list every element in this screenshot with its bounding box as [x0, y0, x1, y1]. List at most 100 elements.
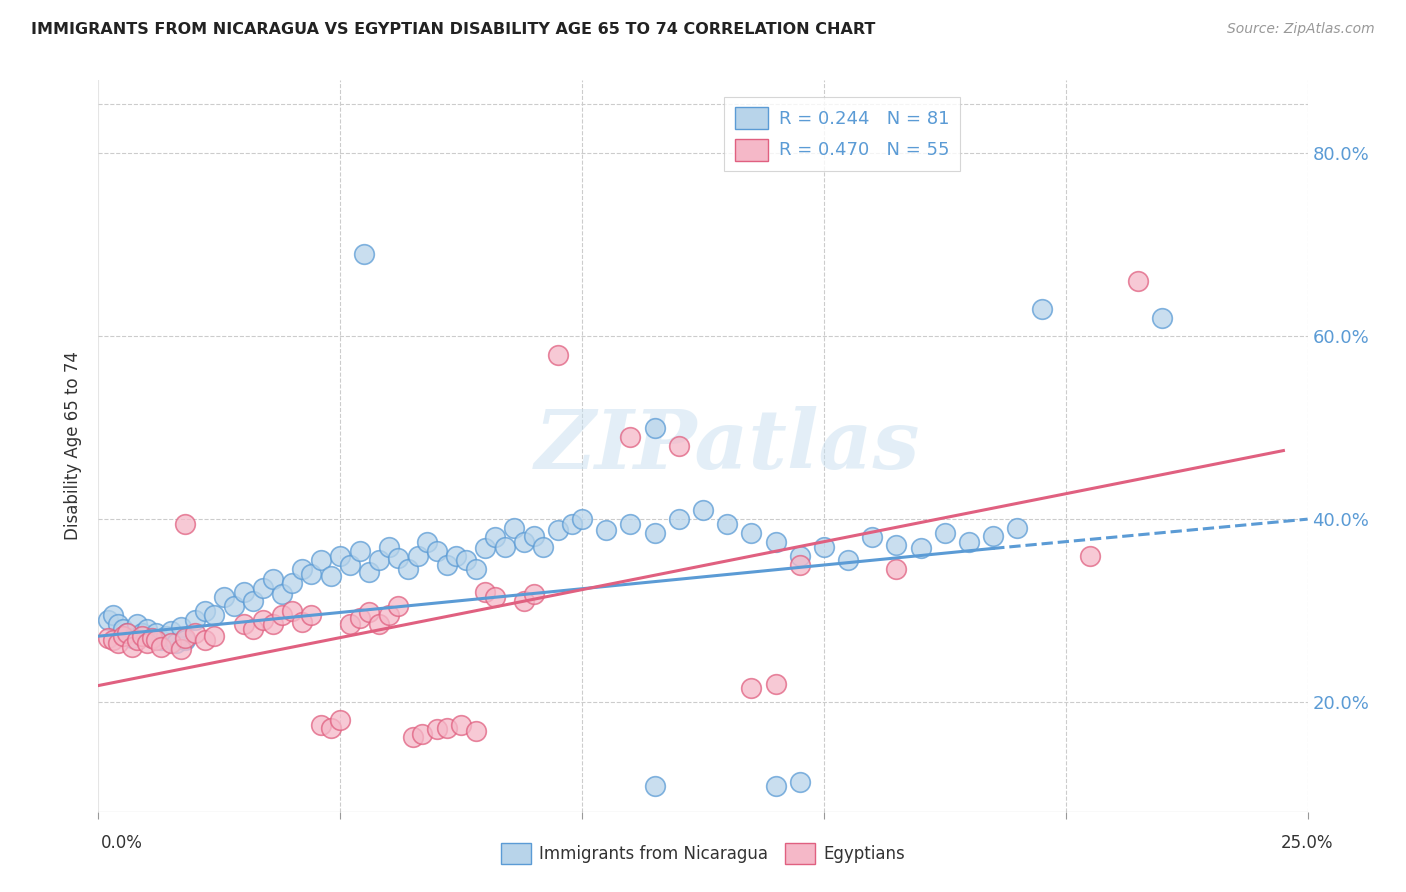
- Point: [416, 535, 439, 549]
- Point: [368, 553, 391, 567]
- Point: [474, 541, 496, 556]
- Point: [290, 615, 312, 629]
- Point: [101, 608, 124, 623]
- Point: [957, 535, 980, 549]
- Point: [184, 626, 207, 640]
- Point: [436, 721, 458, 735]
- Point: [1078, 549, 1101, 563]
- Point: [271, 587, 294, 601]
- Point: [789, 558, 811, 572]
- Point: [692, 503, 714, 517]
- Point: [141, 631, 163, 645]
- Point: [111, 622, 134, 636]
- Point: [561, 516, 583, 531]
- Point: [484, 530, 506, 544]
- Point: [716, 516, 738, 531]
- Point: [97, 631, 120, 645]
- Point: [531, 540, 554, 554]
- Point: [204, 629, 226, 643]
- Point: [111, 629, 134, 643]
- Point: [107, 617, 129, 632]
- Point: [484, 590, 506, 604]
- Point: [135, 622, 157, 636]
- Point: [299, 608, 322, 623]
- Point: [411, 727, 433, 741]
- Point: [131, 629, 153, 643]
- Point: [740, 525, 762, 540]
- Point: [1007, 521, 1029, 535]
- Point: [474, 585, 496, 599]
- Point: [513, 594, 536, 608]
- Point: [281, 576, 304, 591]
- Point: [169, 620, 191, 634]
- Point: [117, 626, 139, 640]
- Text: 0.0%: 0.0%: [101, 834, 143, 852]
- Point: [242, 622, 264, 636]
- Point: [765, 676, 787, 690]
- Point: [299, 567, 322, 582]
- Point: [547, 523, 569, 537]
- Point: [145, 632, 167, 647]
- Point: [309, 718, 332, 732]
- Point: [523, 587, 546, 601]
- Point: [232, 617, 254, 632]
- Point: [464, 562, 486, 576]
- Point: [789, 775, 811, 789]
- Point: [426, 544, 449, 558]
- Point: [150, 632, 173, 647]
- Point: [194, 632, 217, 647]
- Point: [359, 606, 381, 620]
- Point: [145, 626, 167, 640]
- Point: [339, 558, 361, 572]
- Point: [426, 723, 449, 737]
- Point: [547, 348, 569, 362]
- Text: ZIPatlas: ZIPatlas: [534, 406, 920, 486]
- Point: [131, 626, 153, 640]
- Point: [319, 569, 342, 583]
- Point: [494, 540, 516, 554]
- Point: [97, 613, 120, 627]
- Point: [339, 617, 361, 632]
- Point: [765, 535, 787, 549]
- Point: [252, 613, 274, 627]
- Point: [174, 632, 197, 647]
- Point: [1031, 301, 1053, 316]
- Point: [281, 603, 304, 617]
- Point: [232, 585, 254, 599]
- Point: [349, 611, 371, 625]
- Point: [150, 640, 173, 655]
- Point: [644, 779, 666, 793]
- Point: [353, 247, 375, 261]
- Point: [813, 540, 835, 554]
- Point: [141, 631, 163, 645]
- Point: [155, 629, 177, 643]
- Text: 25.0%: 25.0%: [1281, 834, 1333, 852]
- Point: [242, 594, 264, 608]
- Point: [454, 553, 477, 567]
- Point: [789, 549, 811, 563]
- Point: [1128, 275, 1150, 289]
- Point: [194, 603, 217, 617]
- Point: [262, 572, 284, 586]
- Point: [252, 581, 274, 595]
- Point: [464, 724, 486, 739]
- Point: [860, 530, 883, 544]
- Text: Source: ZipAtlas.com: Source: ZipAtlas.com: [1227, 22, 1375, 37]
- Point: [359, 565, 381, 579]
- Point: [571, 512, 593, 526]
- Point: [184, 613, 207, 627]
- Point: [668, 439, 690, 453]
- Y-axis label: Disability Age 65 to 74: Disability Age 65 to 74: [65, 351, 83, 541]
- Legend: Immigrants from Nicaragua, Egyptians: Immigrants from Nicaragua, Egyptians: [495, 837, 911, 871]
- Point: [160, 635, 183, 649]
- Point: [377, 608, 399, 623]
- Point: [169, 642, 191, 657]
- Point: [503, 521, 526, 535]
- Point: [446, 549, 468, 563]
- Point: [837, 553, 859, 567]
- Point: [212, 590, 235, 604]
- Point: [174, 631, 197, 645]
- Point: [1152, 311, 1174, 326]
- Point: [644, 421, 666, 435]
- Point: [387, 599, 409, 613]
